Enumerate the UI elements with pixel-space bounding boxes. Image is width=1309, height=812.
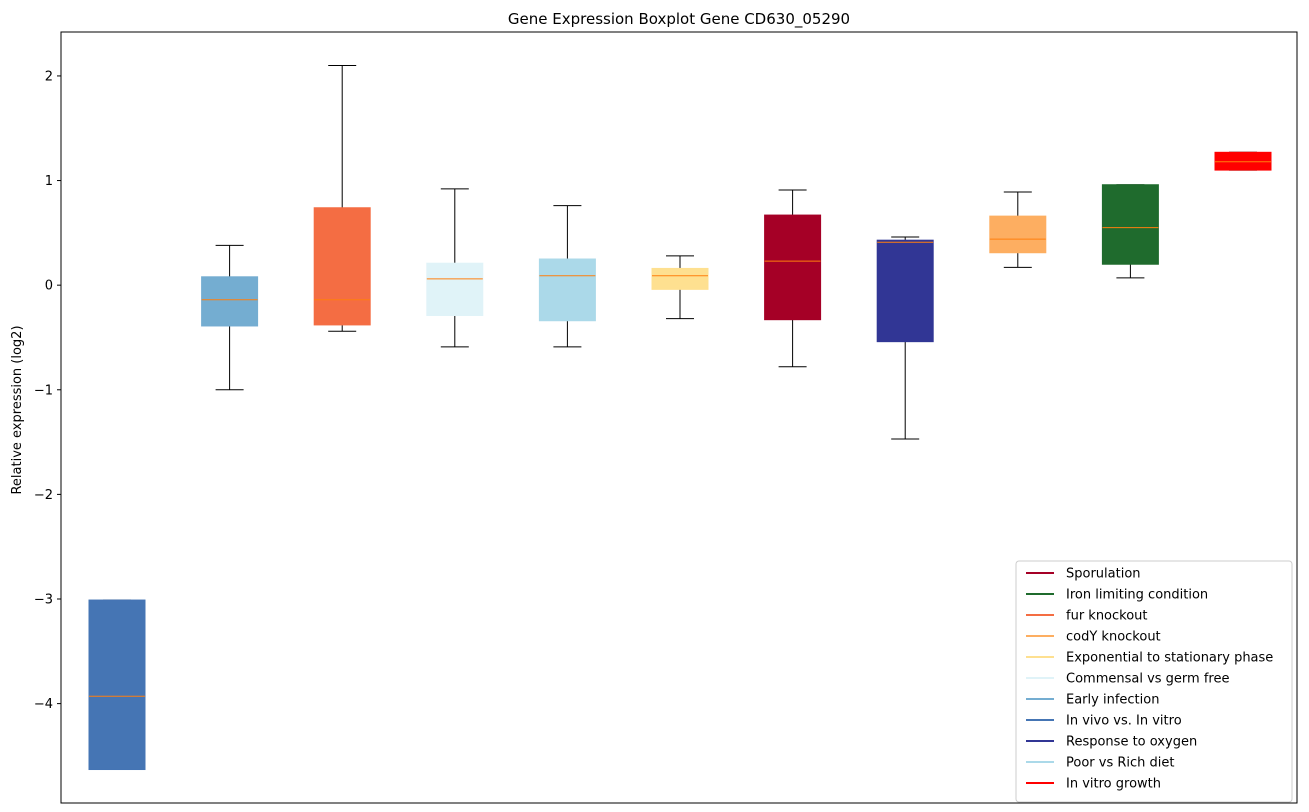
box-2 <box>201 244 259 391</box>
legend-entry: In vivo vs. In vitro <box>1026 714 1182 729</box>
box-11 <box>1214 151 1272 171</box>
legend-entry: In vitro growth <box>1026 777 1161 792</box>
plot-frame <box>60 31 1298 804</box>
box-7 <box>764 189 822 368</box>
legend-entry: Response to oxygen <box>1026 735 1197 750</box>
legend-label: Iron limiting condition <box>1066 588 1208 603</box>
box-body <box>538 258 596 322</box>
legend-entry: Early infection <box>1026 693 1159 708</box>
legend-label: Sporulation <box>1066 567 1141 582</box>
box-8 <box>876 236 934 440</box>
legend-label: codY knockout <box>1066 630 1161 645</box>
box-6 <box>651 255 709 320</box>
y-tick-label: 0 <box>45 279 53 294</box>
legend-entry: fur knockout <box>1026 609 1148 624</box>
box-body <box>1214 151 1272 171</box>
legend-entry: Poor vs Rich diet <box>1026 756 1174 771</box>
y-tick-label: 1 <box>45 174 53 189</box>
y-tick-label: −3 <box>34 593 53 608</box>
legend-label: Poor vs Rich diet <box>1066 756 1174 771</box>
legend-entry: Sporulation <box>1026 567 1141 582</box>
box-body <box>201 276 259 327</box>
legend-label: Response to oxygen <box>1066 735 1197 750</box>
chart-title: Gene Expression Boxplot Gene CD630_05290 <box>508 10 850 29</box>
boxes-group <box>88 64 1272 771</box>
legend-frame <box>1015 560 1293 803</box>
box-body <box>426 262 484 317</box>
legend-label: Exponential to stationary phase <box>1066 651 1273 666</box>
box-body <box>88 599 146 771</box>
box-4 <box>426 188 484 348</box>
legend-entry: Exponential to stationary phase <box>1026 651 1273 666</box>
y-axis: 2 1 0 −1 −2 −3 −4 <box>34 69 61 712</box>
y-axis-label: Relative expression (log2) <box>10 325 25 494</box>
legend-entry: Commensal vs germ free <box>1026 672 1229 687</box>
legend: Sporulation Iron limiting condition fur kn… <box>1015 560 1293 803</box>
box-9 <box>989 191 1047 268</box>
box-3 <box>313 64 371 332</box>
box-10 <box>1101 184 1159 279</box>
box-body <box>764 214 822 321</box>
box-body <box>876 239 934 343</box>
y-tick-label: 2 <box>45 69 53 84</box>
legend-label: Commensal vs germ free <box>1066 672 1229 687</box>
legend-label: In vitro growth <box>1066 777 1161 792</box>
legend-entry: codY knockout <box>1026 630 1161 645</box>
legend-label: fur knockout <box>1066 609 1148 624</box>
legend-entry: Iron limiting condition <box>1026 588 1208 603</box>
box-body <box>1101 184 1159 265</box>
y-tick-label: −2 <box>34 488 53 503</box>
box-body <box>313 207 371 326</box>
box-body <box>651 267 709 290</box>
legend-label: Early infection <box>1066 693 1159 708</box>
box-5 <box>538 205 596 348</box>
legend-label: In vivo vs. In vitro <box>1066 714 1182 729</box>
box-1 <box>88 599 146 771</box>
y-tick-label: −1 <box>34 383 53 398</box>
y-tick-label: −4 <box>34 697 53 712</box>
box-body <box>989 215 1047 254</box>
